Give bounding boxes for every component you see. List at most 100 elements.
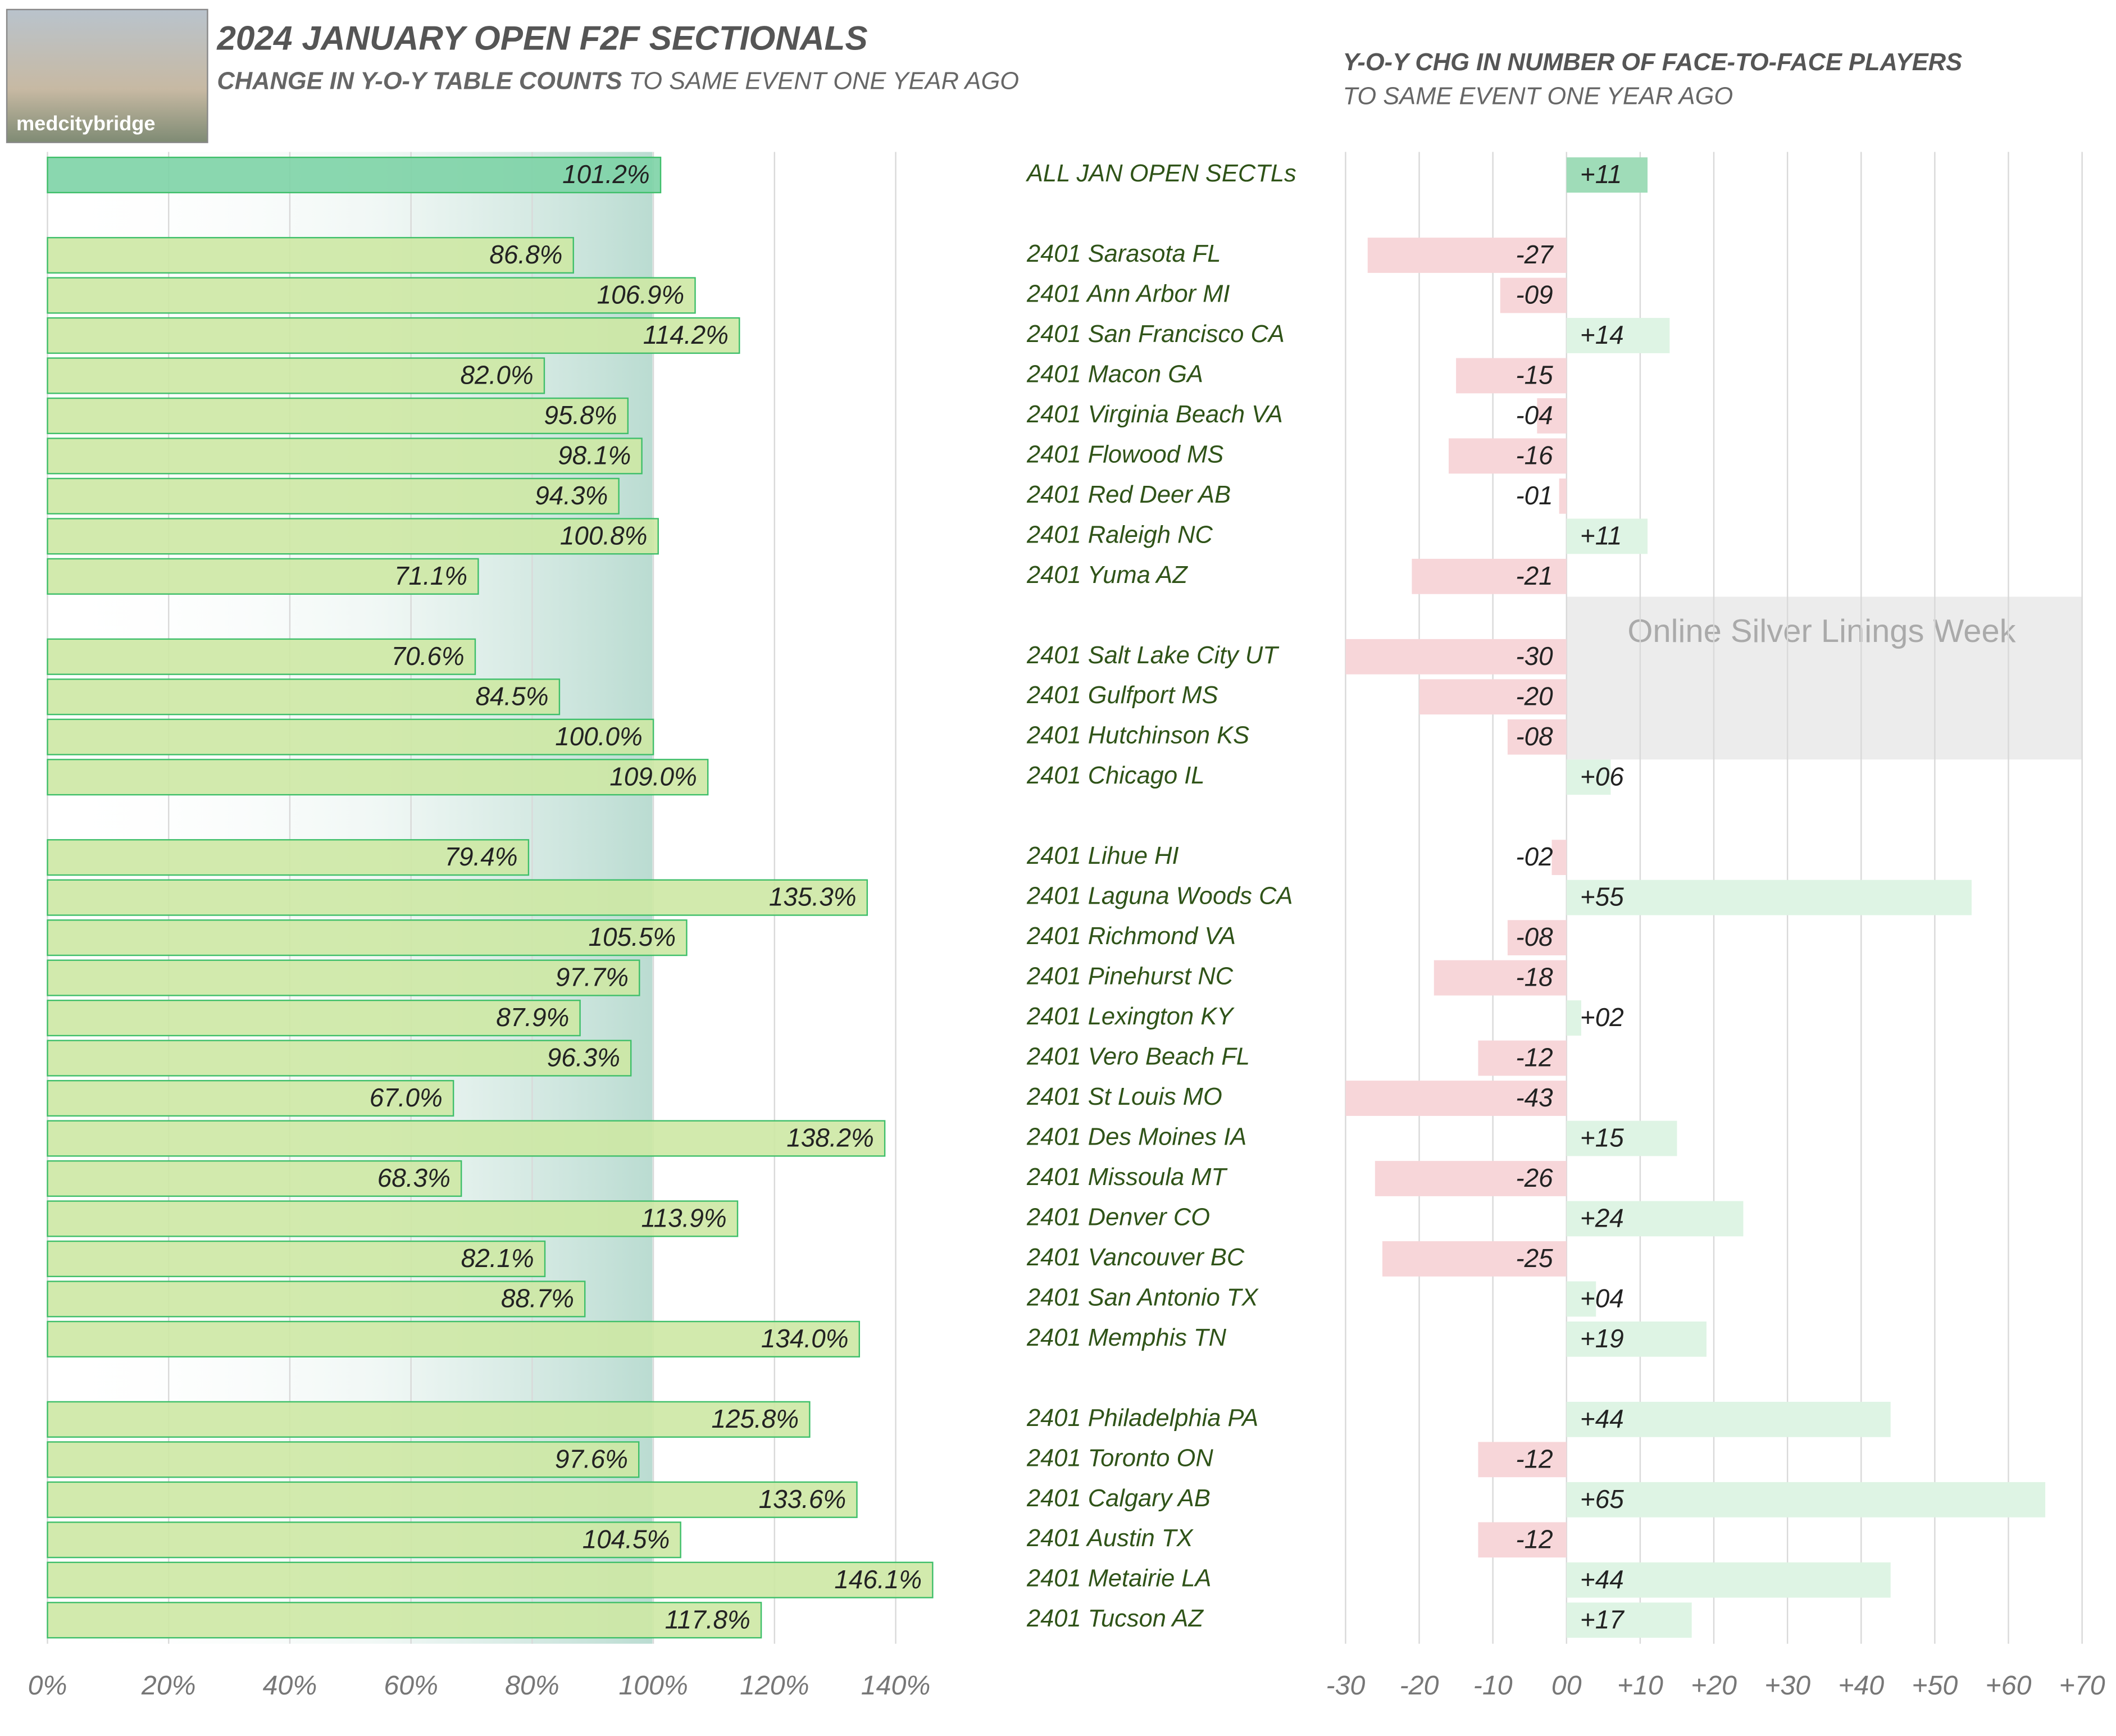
bar (1478, 1442, 1567, 1478)
bar (1507, 719, 1567, 755)
value-label: 71.1% (394, 561, 467, 590)
bar (1500, 277, 1567, 313)
category-label: 2401 Ann Arbor MI (1026, 280, 1230, 307)
value-label: -18 (1516, 963, 1553, 992)
value-label: -16 (1516, 440, 1553, 470)
value-label: 146.1% (834, 1565, 922, 1594)
value-label: -02 (1516, 842, 1553, 871)
value-label: +44 (1580, 1404, 1624, 1433)
bar (1559, 478, 1567, 514)
value-label: 67.0% (370, 1083, 443, 1112)
bar (47, 1602, 762, 1639)
value-label: +02 (1580, 1003, 1624, 1032)
bar (1566, 518, 1648, 554)
value-label: +65 (1580, 1484, 1624, 1514)
bar (47, 558, 479, 595)
value-label: +06 (1580, 762, 1624, 791)
category-label: 2401 Virginia Beach VA (1026, 401, 1283, 428)
bar (1448, 438, 1567, 474)
category-label: 2401 Philadelphia PA (1026, 1405, 1258, 1432)
x-tick-label: 140% (861, 1670, 931, 1701)
category-label: 2401 Missoula MT (1026, 1164, 1228, 1191)
category-label: 2401 Salt Lake City UT (1026, 642, 1280, 669)
bar (1566, 1281, 1596, 1317)
category-label: 2401 Hutchinson KS (1026, 722, 1249, 749)
value-label: 97.7% (556, 963, 629, 992)
x-tick-label: +60 (1986, 1670, 2032, 1701)
value-label: -20 (1516, 681, 1553, 710)
bar (1345, 639, 1567, 675)
bar (47, 879, 868, 916)
bar (1566, 759, 1611, 795)
value-label: 125.8% (711, 1404, 799, 1433)
category-label: 2401 San Antonio TX (1026, 1284, 1259, 1311)
value-label: -04 (1516, 400, 1553, 430)
bar (47, 1200, 739, 1237)
category-label: 2401 San Francisco CA (1026, 321, 1285, 348)
value-label: 82.0% (461, 360, 534, 389)
value-label: -25 (1516, 1243, 1553, 1273)
bar (47, 518, 659, 555)
value-label: 82.1% (461, 1243, 534, 1273)
bar (1456, 358, 1567, 394)
category-label: 2401 Laguna Woods CA (1026, 883, 1293, 910)
value-label: 97.6% (555, 1444, 628, 1473)
category-label: 2401 Raleigh NC (1026, 521, 1213, 548)
bar (1566, 1482, 2046, 1518)
category-label: 2401 Calgary AB (1026, 1485, 1211, 1512)
value-label: 86.8% (489, 240, 562, 269)
chart-title: 2024 JANUARY OPEN F2F SECTIONALS (216, 19, 867, 57)
x-tick-label: +20 (1691, 1670, 1737, 1701)
bar (47, 1240, 546, 1278)
annotation-box (1567, 596, 2082, 760)
bar (1375, 1161, 1567, 1196)
bar (1566, 1401, 1891, 1437)
bar (1537, 398, 1567, 434)
value-label: 138.2% (786, 1123, 874, 1152)
bar (47, 1040, 632, 1077)
bar (1566, 1120, 1677, 1156)
value-label: 96.3% (547, 1043, 620, 1072)
bar (47, 317, 740, 354)
bar (47, 1320, 861, 1357)
bar (47, 1561, 934, 1598)
category-label: 2401 Denver CO (1026, 1204, 1210, 1231)
value-label: 135.3% (769, 882, 857, 912)
bar (1345, 1081, 1567, 1116)
x-tick-label: -30 (1326, 1670, 1366, 1701)
value-label: 113.9% (641, 1203, 727, 1232)
value-label: 100.0% (555, 722, 643, 751)
value-label: 88.7% (501, 1283, 574, 1313)
category-label: 2401 Sarasota FL (1026, 240, 1221, 267)
category-label: 2401 Flowood MS (1026, 441, 1223, 468)
category-label: 2401 Pinehurst NC (1026, 963, 1234, 990)
value-label: -43 (1516, 1083, 1553, 1112)
category-label: 2401 Red Deer AB (1026, 481, 1231, 508)
bar (47, 999, 581, 1037)
value-label: -21 (1516, 561, 1553, 590)
right-title: Y-O-Y CHG IN NUMBER OF FACE-TO-FACE PLAY… (1343, 49, 1962, 76)
value-label: 98.1% (558, 440, 631, 470)
logo-text: medcitybridge (16, 112, 156, 135)
bar (47, 1079, 454, 1117)
bar (47, 156, 662, 194)
category-label: 2401 Richmond VA (1026, 923, 1236, 950)
category-label: 2401 Yuma AZ (1026, 562, 1188, 589)
bar (47, 638, 476, 675)
value-label: +44 (1580, 1565, 1624, 1594)
category-label: 2401 St Louis MO (1026, 1083, 1222, 1110)
bar (47, 477, 620, 514)
value-label: 101.2% (562, 160, 650, 189)
category-label: 2401 Des Moines IA (1026, 1123, 1246, 1150)
x-tick-label: 100% (618, 1670, 688, 1701)
bar (1566, 1321, 1707, 1357)
bar (47, 959, 640, 996)
category-label: 2401 Vero Beach FL (1026, 1044, 1250, 1070)
bar (47, 357, 545, 394)
value-label: 84.5% (476, 681, 549, 710)
x-tick-label: 20% (141, 1670, 196, 1701)
bar (1566, 1602, 1692, 1638)
bar (1566, 1000, 1582, 1036)
value-label: -09 (1516, 280, 1553, 309)
